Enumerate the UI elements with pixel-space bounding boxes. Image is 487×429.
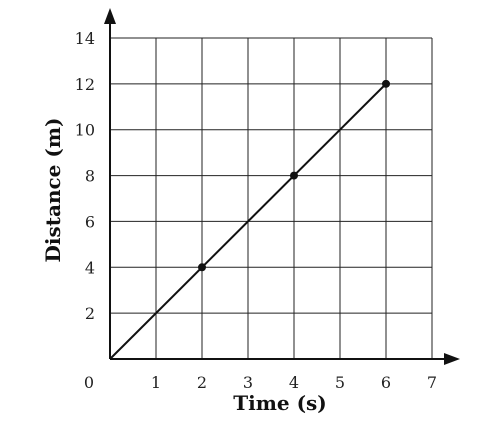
x-tick-label: 3 — [243, 373, 253, 392]
y-tick-label: 6 — [85, 212, 95, 231]
y-tick-label: 14 — [75, 29, 95, 48]
y-axis-arrow — [104, 8, 116, 24]
x-tick-label: 6 — [381, 373, 391, 392]
y-axis-title: Distance (m) — [41, 118, 65, 263]
x-tick-label: 7 — [427, 373, 437, 392]
axes — [104, 8, 460, 365]
x-axis-title: Time (s) — [233, 391, 327, 415]
y-tick-label: 2 — [85, 304, 95, 323]
x-tick-label: 5 — [335, 373, 345, 392]
y-tick-label: 8 — [85, 167, 95, 186]
y-tick-label: 10 — [75, 121, 95, 140]
data-point — [382, 79, 390, 88]
x-tick-label: 0 — [84, 373, 94, 392]
series — [109, 79, 390, 360]
x-axis-arrow — [444, 353, 460, 365]
y-tick-label: 4 — [85, 258, 95, 277]
data-point — [198, 263, 206, 272]
x-tick-label: 2 — [197, 373, 207, 392]
grid-lines — [110, 37, 433, 359]
x-tick-label: 4 — [289, 373, 299, 392]
x-tick-label: 1 — [151, 373, 161, 392]
y-tick-label: 12 — [75, 75, 95, 94]
data-point — [290, 171, 298, 180]
series-line — [109, 83, 387, 360]
